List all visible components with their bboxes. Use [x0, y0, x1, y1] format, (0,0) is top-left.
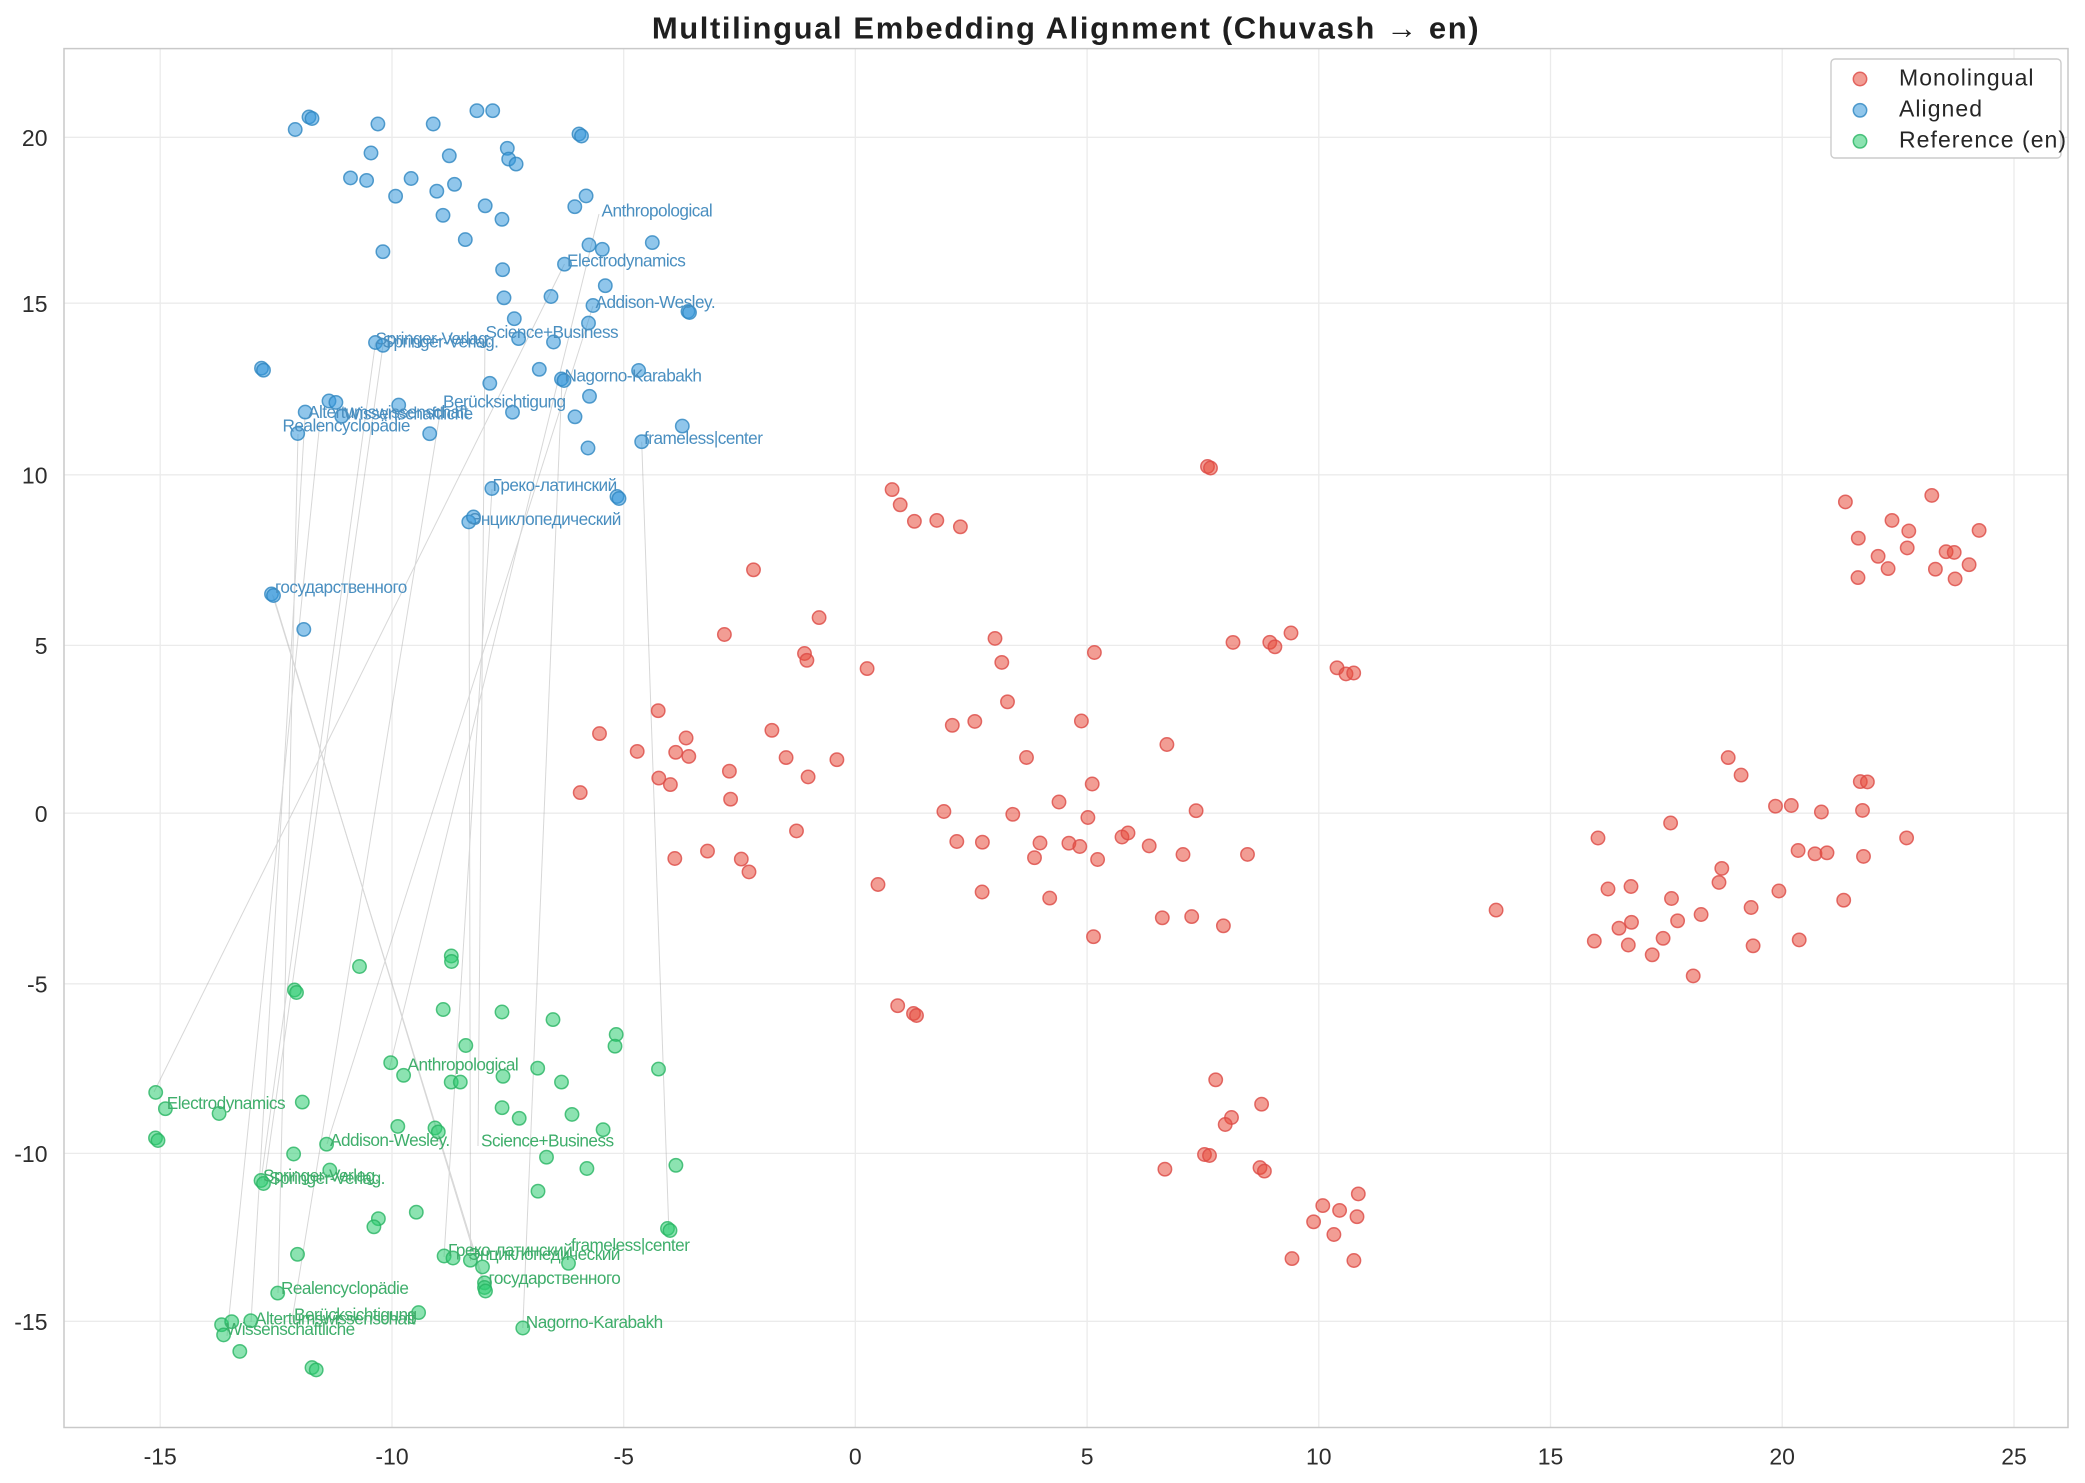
svg-text:Энциклопедический: Энциклопедический: [468, 1244, 620, 1264]
svg-text:Anthropological: Anthropological: [408, 1055, 519, 1075]
svg-text:Electrodynamics: Electrodynamics: [567, 251, 685, 271]
svg-text:5: 5: [1081, 1444, 1094, 1470]
svg-text:Nagorno-Karabakh: Nagorno-Karabakh: [565, 366, 702, 386]
svg-text:Энциклопедический: Энциклопедический: [469, 509, 621, 529]
svg-text:-15: -15: [144, 1444, 177, 1470]
svg-text:Science+Business: Science+Business: [486, 322, 619, 342]
svg-text:20: 20: [1769, 1444, 1795, 1470]
svg-text:0: 0: [849, 1444, 862, 1470]
svg-text:-10: -10: [375, 1444, 408, 1470]
svg-text:Nagorno-Karabakh: Nagorno-Karabakh: [526, 1312, 663, 1332]
svg-text:Monolingual: Monolingual: [1899, 64, 2035, 90]
svg-text:15: 15: [1538, 1444, 1564, 1470]
svg-text:10: 10: [22, 463, 48, 489]
svg-text:15: 15: [22, 291, 48, 317]
svg-text:Wissenschaftliche: Wissenschaftliche: [344, 403, 473, 423]
svg-text:frameless|center: frameless|center: [571, 1235, 690, 1255]
svg-text:Addison-Wesley.: Addison-Wesley.: [330, 1130, 450, 1150]
svg-text:Altertumswissenschaft: Altertumswissenschaft: [308, 402, 469, 422]
svg-text:0: 0: [35, 801, 48, 827]
svg-text:Wissenschaftliche: Wissenschaftliche: [226, 1319, 355, 1339]
svg-text:государственного: государственного: [275, 577, 407, 597]
svg-text:Multilingual Embedding Alignme: Multilingual Embedding Alignment (Chuvas…: [652, 11, 1480, 46]
svg-text:Anthropological: Anthropological: [602, 201, 713, 221]
svg-text:-5: -5: [27, 972, 47, 998]
svg-text:-5: -5: [613, 1444, 633, 1470]
svg-text:10: 10: [1306, 1444, 1332, 1470]
svg-text:Electrodynamics: Electrodynamics: [167, 1093, 285, 1113]
svg-text:25: 25: [2001, 1444, 2027, 1470]
svg-text:Греко-латинский: Греко-латинский: [448, 1240, 572, 1260]
svg-text:Греко-латинский: Греко-латинский: [493, 475, 617, 495]
svg-text:Reference (en): Reference (en): [1899, 127, 2067, 153]
svg-text:-10: -10: [14, 1141, 47, 1167]
svg-text:Springer-Verlag.: Springer-Verlag.: [383, 331, 499, 351]
svg-text:государственного: государственного: [489, 1268, 621, 1288]
svg-text:Springer-Verlag.: Springer-Verlag.: [269, 1168, 385, 1188]
svg-text:20: 20: [22, 125, 48, 151]
svg-text:Berücksichtigung: Berücksichtigung: [294, 1305, 417, 1325]
svg-text:Science+Business: Science+Business: [481, 1131, 614, 1151]
svg-text:5: 5: [35, 633, 48, 659]
svg-text:Springer-Verlag.: Springer-Verlag.: [376, 329, 492, 349]
svg-text:frameless|center: frameless|center: [644, 428, 763, 448]
svg-text:Altertumswissenschaft: Altertumswissenschaft: [255, 1309, 416, 1329]
svg-text:Realencyclopädie: Realencyclopädie: [281, 1278, 408, 1298]
svg-text:Realencyclopädie: Realencyclopädie: [283, 416, 410, 436]
svg-text:Springer-Verlag.: Springer-Verlag.: [263, 1166, 379, 1186]
svg-text:Berücksichtigung: Berücksichtigung: [443, 392, 566, 412]
svg-text:Addison-Wesley.: Addison-Wesley.: [596, 292, 716, 312]
svg-text:Aligned: Aligned: [1899, 96, 1983, 122]
svg-text:-15: -15: [14, 1309, 47, 1335]
